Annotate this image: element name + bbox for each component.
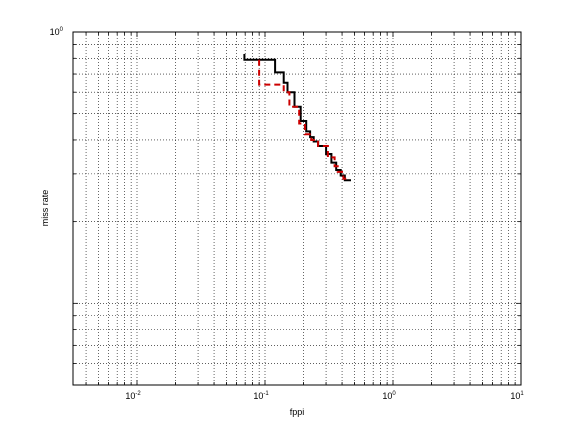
tick-marks — [73, 31, 522, 386]
y-axis-label: miss rate — [40, 190, 50, 227]
series-layer — [243, 54, 351, 182]
series-line-2 — [258, 59, 350, 180]
x-tick-labels: 10-2 10-1 100 101 — [125, 391, 524, 401]
x-tick-label: 10-1 — [253, 391, 269, 401]
x-axis-label: fppi — [290, 407, 305, 417]
y-tick-label: 100 — [50, 27, 64, 37]
y-tick-labels: 100 — [50, 27, 64, 37]
plot-frame — [72, 31, 522, 386]
x-tick-label: 101 — [510, 391, 524, 401]
x-tick-label: 10-2 — [125, 391, 141, 401]
series-line-1 — [243, 54, 351, 182]
plot-area — [73, 32, 521, 385]
grid — [73, 31, 522, 386]
x-tick-label: 100 — [382, 391, 396, 401]
